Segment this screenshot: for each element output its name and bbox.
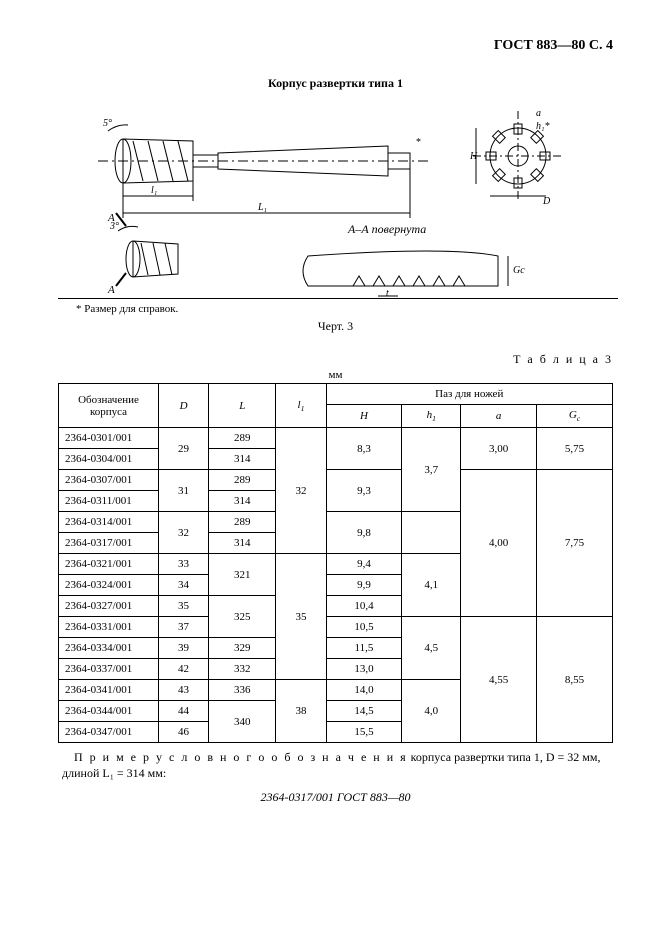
th-designation: Обозначение корпуса (59, 384, 159, 428)
dim-l1-label: l₁ (151, 185, 157, 196)
th-L: L (209, 384, 276, 428)
th-h1: h1 (402, 405, 461, 428)
dim-D-label: D (542, 196, 551, 207)
section-label: А–А повернута (347, 222, 426, 236)
section-mark-A-bot: A (107, 284, 115, 296)
th-D: D (159, 384, 209, 428)
example-text: П р и м е р у с л о в н о г о о б о з н … (58, 749, 613, 781)
table-row: 2364-0301/001 29 289 32 8,3 3,7 3,00 5,7… (59, 428, 613, 449)
angle-5-label: 5° (103, 118, 112, 129)
data-table: Обозначение корпуса D L l1 Паз для ножей… (58, 383, 613, 743)
doc-reference: ГОСТ 883—80 С. 4 (58, 38, 613, 54)
example-code: 2364-0317/001 ГОСТ 883—80 (58, 790, 613, 805)
dim-a-label: a (536, 108, 541, 119)
table-row: 2364-0307/001 31 289 9,3 4,00 7,75 (59, 470, 613, 491)
footnote: * Размер для справок. (76, 303, 613, 315)
section-mark-A-top: A (107, 212, 115, 224)
dim-Gc-label: Gc (513, 265, 525, 276)
table-label: Т а б л и ц а 3 (58, 352, 613, 367)
th-Gc: Gc (537, 405, 613, 428)
dim-H-label: H (469, 151, 478, 162)
dim-t-label: t (386, 288, 389, 299)
th-group: Паз для ножей (326, 384, 613, 405)
dim-L1-label: L₁ (257, 202, 267, 213)
star-mark: * (416, 137, 421, 148)
technical-drawing: 5° l₁ L₁ * (58, 101, 618, 299)
th-a: a (461, 405, 537, 428)
dim-h1-label: h₁* (536, 121, 549, 132)
th-l1: l1 (276, 384, 326, 428)
table-unit: мм (58, 369, 613, 381)
table-row: 2364-0331/001 37 10,5 4,5 4,55 8,55 (59, 617, 613, 638)
figure-caption: Черт. 3 (58, 319, 613, 334)
page-title: Корпус развертки типа 1 (58, 76, 613, 91)
th-H: H (326, 405, 402, 428)
